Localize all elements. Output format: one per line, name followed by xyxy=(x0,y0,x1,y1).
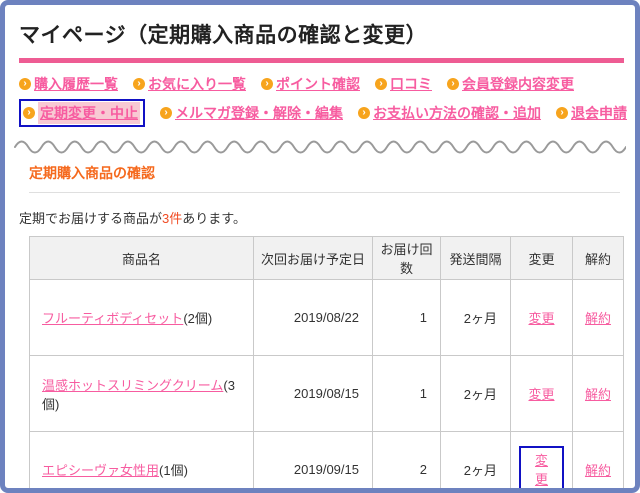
cell-cancel: 解約 xyxy=(572,431,624,488)
cell-delivery-count: 1 xyxy=(372,355,441,432)
cancel-link[interactable]: 解約 xyxy=(584,311,611,326)
header-change: 変更 xyxy=(510,236,573,280)
cell-cancel: 解約 xyxy=(572,355,624,432)
nav-link-withdrawal[interactable]: › 退会申請 xyxy=(556,103,627,123)
subscription-summary: 定期でお届けする商品が3件あります。 xyxy=(19,208,626,227)
header-next-delivery: 次回お届け予定日 xyxy=(253,236,373,280)
wavy-divider xyxy=(14,140,626,154)
table-row: 温感ホットスリミングクリーム(3個) 2019/08/15 1 2ヶ月 変更 解… xyxy=(29,355,624,432)
arrow-bullet-icon: › xyxy=(19,78,31,90)
cell-interval: 2ヶ月 xyxy=(440,355,511,432)
section-divider xyxy=(29,192,620,193)
cell-change: 変更 xyxy=(510,431,573,488)
cell-product: エピシーヴァ女性用(1個) xyxy=(29,431,254,488)
header-interval: 発送間隔 xyxy=(440,236,511,280)
cell-next-delivery: 2019/09/15 xyxy=(253,431,373,488)
arrow-bullet-icon: › xyxy=(447,78,459,90)
change-link[interactable]: 変更 xyxy=(534,453,548,487)
cell-delivery-count: 2 xyxy=(372,431,441,488)
nav-link-mailmag[interactable]: › メルマガ登録・解除・編集 xyxy=(160,103,343,123)
nav-link-label: お支払い方法の確認・追加 xyxy=(373,105,541,121)
change-link[interactable]: 変更 xyxy=(528,387,555,402)
cell-change: 変更 xyxy=(510,279,573,356)
summary-suffix: あります。 xyxy=(182,211,246,226)
arrow-bullet-icon: › xyxy=(556,107,568,119)
arrow-bullet-icon: › xyxy=(358,107,370,119)
product-quantity: (2個) xyxy=(183,311,213,326)
table-row: エピシーヴァ女性用(1個) 2019/09/15 2 2ヶ月 変更 解約 xyxy=(29,431,624,488)
nav-link-favorites[interactable]: › お気に入り一覧 xyxy=(133,74,246,94)
change-highlight-box: 変更 xyxy=(519,446,564,488)
nav-link-payment-methods[interactable]: › お支払い方法の確認・追加 xyxy=(358,103,541,123)
product-link[interactable]: エピシーヴァ女性用 xyxy=(42,463,160,478)
cell-delivery-count: 1 xyxy=(372,279,441,356)
nav-link-points[interactable]: › ポイント確認 xyxy=(261,74,360,94)
product-link[interactable]: 温感ホットスリミングクリーム xyxy=(42,377,224,393)
nav-link-label: 口コミ xyxy=(390,76,432,92)
header-delivery-count: お届け回数 xyxy=(372,236,441,280)
nav-link-label: 定期変更・中止 xyxy=(38,102,140,124)
cell-product: 温感ホットスリミングクリーム(3個) xyxy=(29,355,254,432)
nav-link-purchase-history[interactable]: › 購入履歴一覧 xyxy=(19,74,118,94)
change-link[interactable]: 変更 xyxy=(528,311,555,326)
header-cancel: 解約 xyxy=(572,236,624,280)
nav-link-label: 購入履歴一覧 xyxy=(34,76,118,92)
cell-product: フルーティボディセット(2個) xyxy=(29,279,254,356)
nav-link-label: 退会申請 xyxy=(571,105,627,121)
nav-row-2: › 定期変更・中止 › メルマガ登録・解除・編集 › お支払い方法の確認・追加 … xyxy=(19,99,627,127)
cell-cancel: 解約 xyxy=(572,279,624,356)
summary-prefix: 定期でお届けする商品が xyxy=(19,211,163,226)
nav-link-reviews[interactable]: › 口コミ xyxy=(375,74,432,94)
cell-interval: 2ヶ月 xyxy=(440,279,511,356)
summary-count: 3件 xyxy=(162,211,183,226)
nav-row-1: › 購入履歴一覧 › お気に入り一覧 › ポイント確認 › 口コミ › 会員登録… xyxy=(19,74,626,94)
page-title: マイページ（定期購入商品の確認と変更） xyxy=(19,24,428,47)
header-product-name: 商品名 xyxy=(29,236,254,280)
nav-link-label: ポイント確認 xyxy=(276,76,360,92)
arrow-bullet-icon: › xyxy=(375,78,387,90)
product-link[interactable]: フルーティボディセット xyxy=(42,311,184,326)
active-nav-highlight-box: › 定期変更・中止 xyxy=(19,99,145,127)
nav-link-label: お気に入り一覧 xyxy=(148,76,246,92)
arrow-bullet-icon: › xyxy=(133,78,145,90)
nav-link-subscription-change[interactable]: › 定期変更・中止 xyxy=(23,102,140,124)
product-quantity: (3個) xyxy=(42,377,235,412)
cancel-link[interactable]: 解約 xyxy=(584,387,611,402)
cell-next-delivery: 2019/08/22 xyxy=(253,279,373,356)
arrow-bullet-icon: › xyxy=(261,78,273,90)
section-heading: 定期購入商品の確認 xyxy=(29,165,155,181)
cancel-link[interactable]: 解約 xyxy=(584,463,611,478)
title-accent-bar xyxy=(19,58,624,63)
cell-next-delivery: 2019/08/15 xyxy=(253,355,373,432)
cell-change: 変更 xyxy=(510,355,573,432)
product-quantity: (1個) xyxy=(159,463,188,478)
nav-link-member-info[interactable]: › 会員登録内容変更 xyxy=(447,74,574,94)
table-row: フルーティボディセット(2個) 2019/08/22 1 2ヶ月 変更 解約 xyxy=(29,279,624,356)
nav-link-label: メルマガ登録・解除・編集 xyxy=(175,105,343,121)
nav-link-label: 会員登録内容変更 xyxy=(462,76,574,92)
table-header-row: 商品名 次回お届け予定日 お届け回数 発送間隔 変更 解約 xyxy=(29,236,624,280)
arrow-bullet-icon: › xyxy=(160,107,172,119)
mypage-nav: › 購入履歴一覧 › お気に入り一覧 › ポイント確認 › 口コミ › 会員登録… xyxy=(14,74,627,127)
arrow-bullet-icon: › xyxy=(23,107,35,119)
cell-interval: 2ヶ月 xyxy=(440,431,511,488)
subscription-table: 商品名 次回お届け予定日 お届け回数 発送間隔 変更 解約 フルーティボディセッ… xyxy=(29,236,624,488)
